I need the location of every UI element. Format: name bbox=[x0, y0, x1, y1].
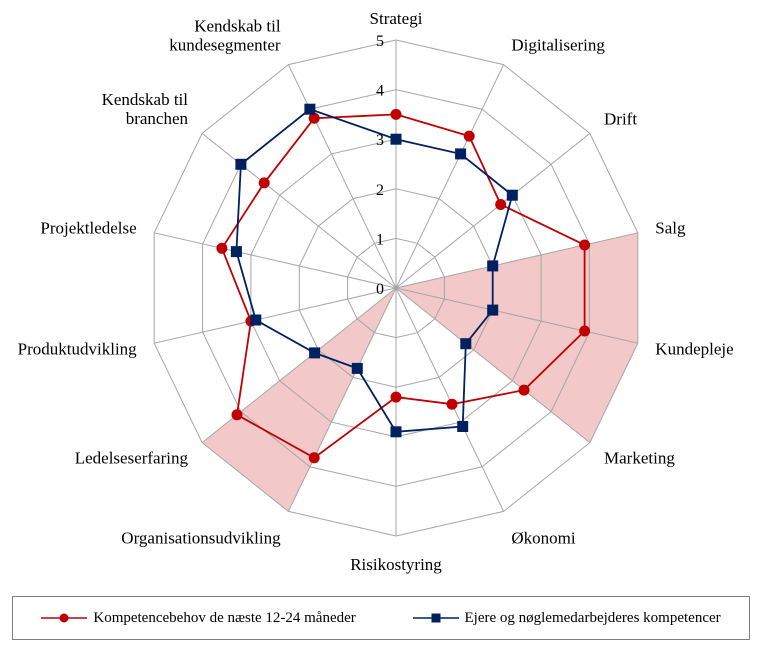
grid-spoke bbox=[201, 133, 397, 289]
series-2-point bbox=[309, 347, 321, 359]
axis-label-3: Drift bbox=[604, 109, 637, 128]
series-1-point bbox=[446, 398, 458, 410]
axis-label-1: Strategi bbox=[370, 9, 423, 28]
grid-spoke bbox=[287, 287, 397, 512]
grid-spoke bbox=[154, 232, 397, 289]
axis-label-2: Digitalisering bbox=[511, 35, 605, 54]
series-2-point bbox=[230, 246, 242, 258]
series-1-point bbox=[495, 199, 507, 210]
series-2-point bbox=[506, 189, 518, 201]
series-2-point bbox=[460, 338, 472, 350]
series-1-point bbox=[390, 391, 402, 403]
axis-label-13: Kendskab til branchen bbox=[102, 90, 189, 128]
series-1-point bbox=[518, 384, 530, 396]
series-1-point bbox=[231, 409, 243, 421]
highlight-sector-salg-marketing bbox=[396, 232, 638, 443]
series-1-point bbox=[463, 130, 475, 142]
series-1-point bbox=[390, 108, 402, 120]
axis-label-14: Kendskab til kundesegmenter bbox=[169, 16, 281, 54]
grid-spoke bbox=[395, 64, 505, 289]
axis-label-9: Organisationsudvikling bbox=[121, 529, 281, 548]
axis-label-8: Risikostyring bbox=[350, 555, 442, 574]
series-1-point bbox=[579, 325, 591, 337]
series-2-point bbox=[487, 260, 499, 272]
axis-label-6: Marketing bbox=[604, 449, 675, 468]
radial-tick-label: 1 bbox=[376, 231, 384, 248]
legend-item-series-2: Ejere og nøglemedarbejderes kompetencer bbox=[412, 609, 721, 627]
series-1-point bbox=[258, 177, 270, 189]
axis-label-5: Kundepleje bbox=[655, 340, 733, 359]
series-2-point bbox=[250, 314, 262, 326]
series-1-point bbox=[308, 452, 320, 464]
grid-spoke bbox=[395, 133, 591, 289]
radial-tick-label: 5 bbox=[376, 33, 384, 50]
grid-spoke bbox=[287, 64, 397, 289]
series-2-point bbox=[487, 304, 499, 316]
series-2-point bbox=[304, 103, 316, 115]
grid-spoke bbox=[395, 287, 638, 344]
legend-item-series-1: Kompetencebehov de næste 12-24 måneder bbox=[41, 609, 356, 627]
legend-marker-circle bbox=[41, 613, 88, 623]
axis-label-4: Salg bbox=[655, 219, 686, 238]
axis-label-7: Økonomi bbox=[511, 529, 576, 548]
radial-tick-label: 0 bbox=[376, 281, 384, 298]
series-1-point bbox=[308, 112, 320, 124]
axis-label-12: Projektledelse bbox=[40, 219, 136, 238]
axis-label-11: Produktudvikling bbox=[18, 340, 138, 359]
legend-label-series-1: Kompetencebehov de næste 12-24 måneder bbox=[93, 609, 356, 626]
series-2-point bbox=[235, 158, 247, 170]
series-2-point bbox=[390, 426, 402, 438]
series-2-point bbox=[457, 421, 469, 432]
series-1-point bbox=[579, 239, 591, 251]
legend: Kompetencebehov de næste 12-24 måneder E… bbox=[12, 596, 750, 640]
grid-spoke bbox=[154, 287, 397, 344]
axis-label-10: Ledelseserfaring bbox=[75, 449, 189, 468]
radial-tick-label: 3 bbox=[376, 132, 384, 149]
radial-tick-label: 4 bbox=[376, 83, 384, 100]
radar-plot: 0 1 2 3 4 5 Strategi Digitalisering Drift Salg Ku… bbox=[18, 9, 734, 574]
series-2-point bbox=[390, 133, 402, 145]
series-2-point bbox=[455, 148, 467, 160]
grid-spoke bbox=[395, 232, 638, 289]
series-2-point bbox=[351, 362, 363, 374]
legend-marker-square bbox=[412, 613, 459, 623]
legend-label-series-2: Ejere og nøglemedarbejderes kompetencer bbox=[464, 609, 721, 626]
highlight-sector-organisation-ledelse bbox=[202, 288, 396, 512]
radial-tick-label: 2 bbox=[376, 182, 384, 199]
grid-spoke bbox=[395, 287, 591, 443]
series-1-point bbox=[216, 242, 228, 254]
